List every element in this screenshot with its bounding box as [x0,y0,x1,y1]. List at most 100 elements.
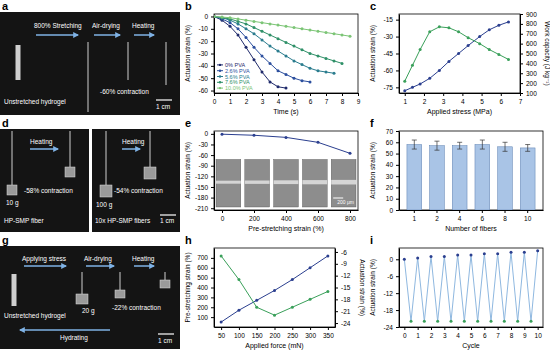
x-axis: 1234567 [400,93,523,105]
annotation: Heating [132,255,155,263]
annotation: Air-drying [92,22,120,30]
point [245,27,248,30]
tick: 20 [386,184,399,191]
tick-label: 600 [526,40,537,47]
x-axis: 0200400600800 [215,210,359,222]
tick-mark [396,310,399,311]
x-axis: 0123456789 [213,93,361,105]
tick: 3 [442,93,446,105]
tick-label: 400 [526,60,537,67]
point [261,21,264,24]
point [277,50,280,53]
point [410,320,413,323]
point [530,320,533,323]
y-axis-title: Actuation strain (%) [369,259,377,316]
tick: 2 [423,93,427,105]
tick-mark [335,323,338,324]
point [326,290,329,293]
annotation: 1 cm [160,217,174,224]
point [476,320,479,323]
point [245,22,248,25]
tick-mark [424,93,425,96]
point [430,255,433,258]
tick: 9 [523,327,527,339]
tick: -50 [199,75,214,82]
tick-mark [396,176,399,177]
tick-label: 2 [423,98,427,105]
point [301,63,304,66]
error-bar [412,140,417,149]
series-line [214,16,286,88]
annotation: Heating [132,22,155,30]
tick-mark [501,93,502,96]
error-bar [457,142,462,149]
plot-data [214,15,352,90]
tick-mark [350,210,351,213]
point [443,255,446,258]
tick-mark [396,142,399,143]
tick-mark [396,293,399,294]
photo-background [0,246,180,349]
tick-mark [294,93,295,96]
tick-mark [275,327,276,330]
tick-mark [443,93,444,96]
plot-frame [399,248,543,327]
tick-mark [520,63,523,64]
plot-frame [214,14,358,93]
tick-label: 8 [341,98,345,105]
tick: 4 [458,210,462,222]
tick-label: 4 [456,332,460,339]
tick-mark [396,199,399,200]
tick-label: 7 [325,98,329,105]
point [273,289,276,292]
point [214,15,216,18]
inset-photo [245,159,270,207]
tick: 1 [229,93,233,105]
point [237,278,240,281]
point [301,27,304,30]
tick-label: 40 [386,161,394,168]
fiber [12,131,13,185]
y2-axis: 100200300400500600700800900 [520,11,537,97]
point [245,19,248,22]
tick-label: 10 [524,215,532,222]
point [496,252,499,255]
tick-mark [211,208,214,209]
tick-label: 0 [213,98,217,105]
tick-label: -50 [199,75,209,82]
point [349,35,352,38]
tick-mark [335,288,338,289]
annotation: 20 g [82,307,95,315]
annotation: -60% contraction [100,88,149,95]
tick-mark [230,93,231,96]
point [349,152,352,155]
point [467,36,470,39]
weight [100,185,112,197]
series-line [214,16,350,36]
point [285,136,288,139]
tick-mark [520,34,523,35]
point [333,72,336,75]
tick-label: 0 [403,332,407,339]
tick-label: -90 [199,162,209,169]
point [293,45,296,48]
point [450,320,453,323]
tick-mark [310,327,311,330]
tick-mark [211,16,214,17]
point [497,53,500,56]
tick: -24 [335,320,351,327]
annotation: Unstretched hydrogel [4,98,66,106]
annotation: -54% contraction [114,187,163,194]
scale-bar [158,333,174,334]
point [221,133,224,136]
annotation: HP-SMP fiber [4,217,44,224]
y-axis-line [399,249,400,328]
point [416,256,419,259]
point [253,26,256,29]
panel: 5010015020025030035010020030040050060070… [184,234,366,350]
arrow [122,148,140,150]
tick-label: 800 [345,215,356,222]
point [285,54,288,57]
tick: -30 [199,141,214,148]
tick-label: -12 [341,272,351,279]
